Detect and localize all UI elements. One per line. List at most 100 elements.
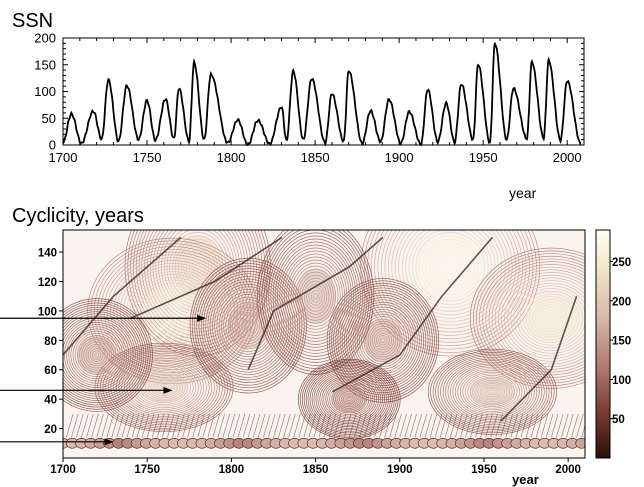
heatmap-contour <box>434 413 443 438</box>
colorbar-tick-label: 100 <box>612 375 631 387</box>
heatmap-contour <box>424 413 433 438</box>
heatmap-contour <box>472 378 513 406</box>
heatmap-contour <box>245 322 251 329</box>
heatmap-contour <box>450 363 535 421</box>
heatmap-contour <box>87 345 106 365</box>
heatmap-short-cycle-blob <box>575 437 585 449</box>
heatmap-contour <box>445 360 540 424</box>
heatmap-contour <box>243 320 254 332</box>
heatmap-contour <box>446 263 455 271</box>
heatmap-ridge-line <box>500 295 578 422</box>
heatmap-contour <box>379 413 387 438</box>
heatmap-contour <box>329 383 370 415</box>
heatmap-contour <box>155 296 190 326</box>
heatmap-contour <box>384 230 517 333</box>
heatmap-contour <box>265 230 366 363</box>
heatmap-contour <box>475 413 483 438</box>
heatmap-contour <box>418 235 482 299</box>
annotation-arrow-head <box>197 314 207 322</box>
heatmap-contour <box>116 413 124 438</box>
heatmap-contour <box>412 230 489 305</box>
heatmap-contour <box>513 285 585 351</box>
heatmap-contour <box>381 230 520 336</box>
top-x-tick-label: 1850 <box>301 150 330 165</box>
heatmap-contour <box>479 255 585 381</box>
heatmap-contour <box>257 413 266 438</box>
heatmap-contour <box>370 230 530 347</box>
heatmap-contour <box>479 383 506 401</box>
heatmap-contour <box>519 290 583 346</box>
heatmap-contour <box>66 413 74 438</box>
heatmap-contour <box>367 323 399 358</box>
heatmap-contour <box>131 366 197 409</box>
heatmap-contour <box>358 313 407 367</box>
annotation-arrows <box>0 314 207 446</box>
heatmap-contour <box>241 317 256 334</box>
heatmap-contour <box>505 413 513 438</box>
top-chart-title: SSN <box>12 10 53 32</box>
heatmap-contour <box>72 330 121 380</box>
heatmap-peak <box>331 385 368 414</box>
heatmap-contour <box>227 413 236 438</box>
heatmap-contour <box>123 361 205 414</box>
heatmap-contour <box>261 230 370 369</box>
heatmap-contour <box>364 413 372 438</box>
heatmap-contour <box>145 375 183 400</box>
heatmap-contour <box>156 413 165 438</box>
heatmap-contour <box>374 230 527 343</box>
heatmap-contour <box>147 376 181 398</box>
heatmap-contour <box>538 307 565 330</box>
heatmap-contour <box>556 413 564 438</box>
heatmap-contour <box>200 270 296 381</box>
heatmap-contour <box>77 335 117 375</box>
heatmap-contour <box>107 351 221 424</box>
heatmap-contour <box>535 413 544 438</box>
top-x-tick-label: 1950 <box>469 150 498 165</box>
heatmap-contour <box>309 368 389 431</box>
heatmap-contour <box>576 413 584 438</box>
heatmap-contour <box>272 238 359 354</box>
heatmap-contour <box>91 413 99 438</box>
heatmap-contour <box>85 343 108 367</box>
heatmap-contour <box>331 385 368 414</box>
heatmap-contour <box>571 413 579 438</box>
heatmap-contour <box>115 356 213 419</box>
heatmap-contour <box>202 413 210 438</box>
heatmap-contour <box>440 356 545 427</box>
heatmap-contour <box>490 413 498 438</box>
heatmap-contour <box>268 232 363 360</box>
heatmap-contour <box>535 304 568 333</box>
heatmap-contour <box>408 230 492 309</box>
heatmap-contour <box>252 413 261 438</box>
heatmap-contour <box>207 413 215 438</box>
bottom-y-tick-label: 60 <box>44 365 57 377</box>
heatmap-contour <box>152 230 243 323</box>
heatmap-contour <box>68 326 125 384</box>
heatmap-contour <box>220 294 276 358</box>
heatmap-contour <box>225 299 271 352</box>
bottom-y-tick-label: 100 <box>38 306 57 318</box>
heatmap-contour <box>89 348 104 362</box>
heatmap-contour <box>313 371 385 428</box>
heatmap-contour <box>81 339 113 371</box>
heatmap-contour <box>113 354 215 421</box>
heatmap-contour <box>335 388 364 411</box>
heatmap-contour <box>307 366 391 432</box>
heatmap-contour <box>110 352 218 422</box>
heatmap-contour <box>439 413 448 438</box>
heatmap-contour <box>376 332 390 348</box>
heatmap-contour <box>339 292 427 389</box>
heatmap-contour <box>419 413 428 438</box>
heatmap-contour <box>295 268 337 324</box>
heatmap-contour <box>487 388 498 396</box>
heatmap-contour <box>146 413 155 438</box>
heatmap-contour <box>387 230 513 329</box>
heatmap-contour <box>64 322 130 388</box>
heatmap-contour <box>63 302 149 408</box>
heatmap-contour <box>444 413 453 438</box>
heatmap-contour <box>197 413 205 438</box>
heatmap-contour <box>373 330 392 351</box>
heatmap-contour <box>292 265 339 327</box>
heatmap-contour <box>477 381 508 402</box>
top-x-tick-label: 1750 <box>133 150 162 165</box>
